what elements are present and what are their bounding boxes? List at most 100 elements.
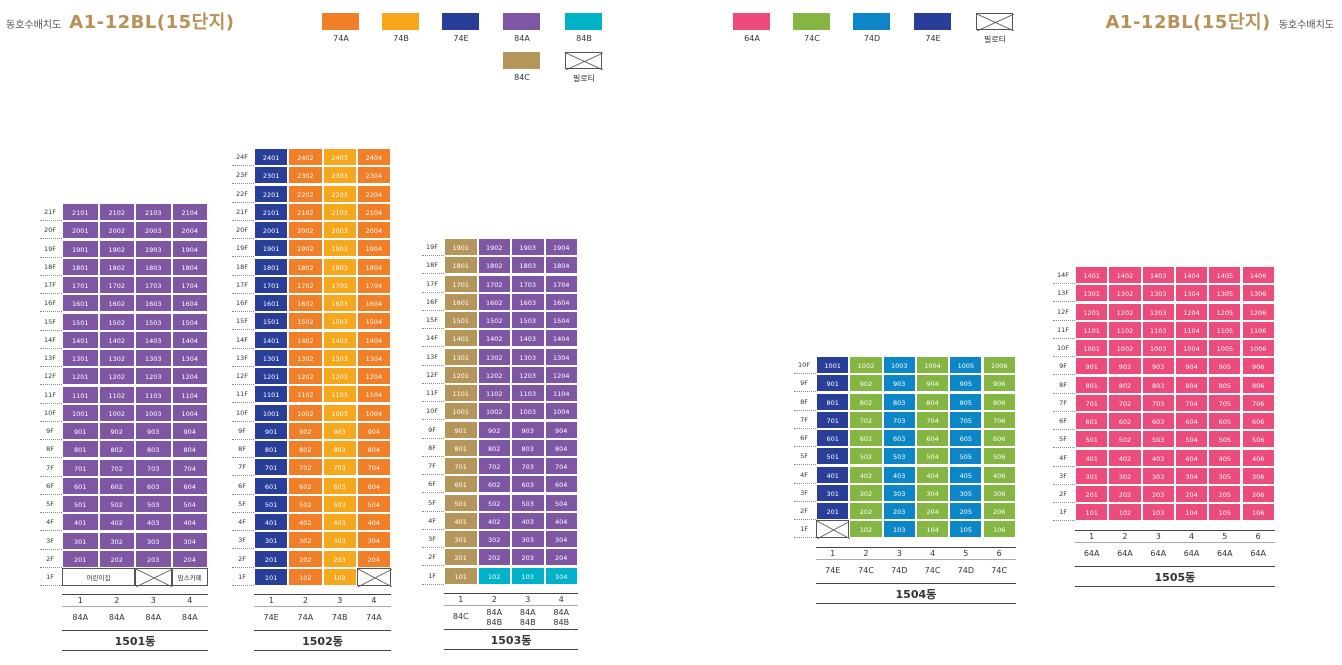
unit-cell: 505 bbox=[1208, 430, 1242, 449]
unit-cell: 303 bbox=[322, 531, 357, 550]
unit-cell: 603 bbox=[135, 476, 172, 495]
floor-label: 20F bbox=[38, 221, 62, 240]
ground-cell: 106 bbox=[1241, 503, 1275, 522]
unit-cell: 1303 bbox=[1141, 284, 1175, 303]
unit-cell: 403 bbox=[882, 465, 916, 484]
floor-label: 18F bbox=[38, 258, 62, 276]
unit-cell: 2302 bbox=[288, 166, 323, 185]
bottom-rule-2 bbox=[62, 630, 208, 632]
floor-label: 11F bbox=[1051, 321, 1075, 339]
bottom-rule-2 bbox=[816, 582, 1016, 584]
line-type-text: 64A bbox=[1150, 548, 1167, 558]
unit-cell: 1904 bbox=[356, 239, 391, 258]
unit-cell: 306 bbox=[1241, 466, 1275, 485]
unit-cell: 2204 bbox=[356, 184, 391, 203]
unit-cell: 702 bbox=[288, 458, 323, 477]
floor-label: 11F bbox=[230, 385, 254, 404]
floor-label: 10F bbox=[230, 404, 254, 422]
unit-cell: 804 bbox=[1174, 375, 1209, 394]
floor-label: 21F bbox=[230, 203, 254, 221]
line-type-label: 64A bbox=[1175, 549, 1208, 559]
unit-cell: 1702 bbox=[288, 275, 323, 294]
unit-cell: 1503 bbox=[511, 311, 545, 329]
line-number: 2 bbox=[863, 548, 869, 558]
unit-cell: 203 bbox=[882, 502, 916, 520]
ground-cell: 103 bbox=[511, 566, 545, 585]
unit-cell: 1006 bbox=[982, 356, 1016, 374]
unit-cell: 404 bbox=[1174, 448, 1209, 467]
floor-label: 7F bbox=[38, 459, 62, 477]
unit-cell: 703 bbox=[882, 410, 916, 429]
unit-cell: 2202 bbox=[288, 184, 323, 203]
unit-cell: 401 bbox=[62, 513, 99, 532]
unit-cell: 303 bbox=[882, 483, 916, 502]
line-type-text: 74B bbox=[331, 613, 348, 622]
legend-item-74c: 74C bbox=[793, 13, 831, 43]
line-number: 5 bbox=[1222, 531, 1228, 541]
unit-cell: 1501 bbox=[254, 312, 289, 331]
unit-cell: 802 bbox=[477, 438, 511, 457]
line-type-text: 84A bbox=[486, 607, 503, 617]
bottom-rule-3 bbox=[62, 650, 208, 652]
line-number: 3 bbox=[337, 596, 343, 605]
unit-cell: 803 bbox=[135, 440, 172, 459]
unit-cell: 2103 bbox=[135, 203, 172, 221]
line-type-label: 84A bbox=[135, 613, 172, 623]
floor-label: 6F bbox=[792, 429, 816, 447]
unit-cell: 1704 bbox=[171, 276, 208, 294]
unit-cell: 1703 bbox=[135, 276, 172, 294]
floor-label: 12F bbox=[230, 367, 254, 385]
unit-cell: 701 bbox=[254, 458, 289, 477]
floor-label: 11F bbox=[38, 386, 62, 404]
floor-label: 7F bbox=[230, 458, 254, 477]
line-type-label: 74E bbox=[816, 566, 849, 576]
unit-cell: 1202 bbox=[288, 367, 323, 385]
floor-label: 13F bbox=[1051, 284, 1075, 303]
line-type-text: 84B bbox=[553, 617, 570, 627]
unit-cell: 1402 bbox=[98, 330, 135, 349]
bottom-rule bbox=[816, 546, 1016, 548]
building-name: 1505동 bbox=[1154, 570, 1196, 584]
building-name: 1503동 bbox=[490, 633, 532, 647]
unit-cell: 2001 bbox=[62, 221, 99, 240]
unit-cell: 1302 bbox=[477, 347, 511, 366]
floor-label: 3F bbox=[792, 484, 816, 502]
line-type-label: 64A bbox=[1242, 549, 1275, 559]
unit-cell: 1901 bbox=[254, 239, 289, 258]
line-number: 4 bbox=[187, 596, 193, 606]
line-number: 2 bbox=[302, 596, 308, 605]
bottom-rule-2 bbox=[444, 628, 578, 630]
unit-cell: 202 bbox=[1108, 485, 1142, 503]
unit-cell: 302 bbox=[288, 531, 323, 550]
unit-cell: 606 bbox=[1241, 412, 1275, 430]
unit-cell: 402 bbox=[98, 513, 135, 532]
unit-cell: 2103 bbox=[322, 202, 357, 221]
unit-cell: 601 bbox=[62, 476, 99, 495]
unit-cell: 905 bbox=[1208, 357, 1242, 376]
line-type-text: 74D bbox=[957, 565, 974, 575]
unit-cell: 1204 bbox=[356, 367, 391, 385]
unit-cell: 402 bbox=[849, 465, 883, 484]
unit-cell: 903 bbox=[322, 421, 357, 440]
line-number: 1 bbox=[458, 594, 464, 604]
line-type-label: 84A bbox=[99, 613, 136, 623]
ground-cell: 102 bbox=[1108, 503, 1142, 522]
unit-cell: 203 bbox=[1141, 485, 1175, 503]
unit-cell: 1603 bbox=[511, 292, 545, 311]
unit-cell: 1104 bbox=[544, 384, 578, 402]
unit-cell: 1604 bbox=[356, 294, 391, 312]
facility-cell: 맘스카페 bbox=[171, 568, 208, 586]
line-type-label: 64A bbox=[1208, 549, 1241, 559]
unit-cell: 1804 bbox=[356, 257, 391, 276]
unit-cell: 1602 bbox=[477, 292, 511, 311]
line-type-text: 84A bbox=[181, 613, 198, 623]
line-type-text: 84A bbox=[519, 607, 536, 617]
unit-cell: 902 bbox=[1108, 357, 1142, 376]
line-type-label: 64A bbox=[1075, 549, 1108, 559]
unit-cell: 1003 bbox=[135, 403, 172, 422]
unit-cell: 401 bbox=[816, 465, 850, 484]
legend-label: 74A bbox=[333, 34, 349, 43]
unit-cell: 1406 bbox=[1241, 266, 1275, 284]
line-type-label: 74C bbox=[916, 566, 949, 576]
unit-cell: 501 bbox=[444, 493, 478, 512]
